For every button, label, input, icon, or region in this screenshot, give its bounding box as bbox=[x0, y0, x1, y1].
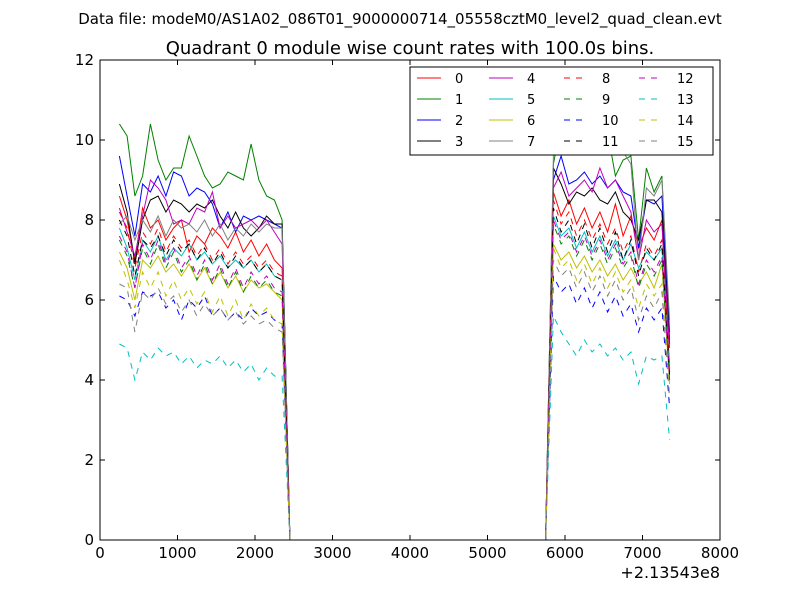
x-offset-label: +2.13543e8 bbox=[620, 563, 720, 582]
y-tick-label: 10 bbox=[75, 131, 94, 149]
y-tick-label: 0 bbox=[84, 531, 94, 549]
legend-label-3: 3 bbox=[455, 135, 463, 150]
x-tick-label: 0 bbox=[95, 544, 105, 562]
legend-label-6: 6 bbox=[527, 114, 535, 129]
legend-label-14: 14 bbox=[677, 114, 694, 129]
legend-label-7: 7 bbox=[527, 135, 535, 150]
x-tick-label: 8000 bbox=[701, 544, 739, 562]
legend-label-0: 0 bbox=[455, 72, 463, 87]
y-tick-label: 6 bbox=[84, 291, 94, 309]
x-tick-label: 6000 bbox=[546, 544, 584, 562]
legend-frame bbox=[409, 66, 714, 156]
chart-title: Quadrant 0 module wise count rates with … bbox=[166, 38, 655, 59]
legend-label-1: 1 bbox=[455, 93, 463, 108]
series-line-9 bbox=[118, 223, 671, 541]
legend-label-15: 15 bbox=[677, 135, 694, 150]
legend-label-10: 10 bbox=[602, 114, 619, 129]
legend-label-12: 12 bbox=[677, 72, 694, 87]
y-tick-label: 2 bbox=[84, 451, 94, 469]
suptitle: Data file: modeM0/AS1A02_086T01_90000007… bbox=[78, 10, 722, 29]
x-tick-label: 5000 bbox=[468, 544, 506, 562]
x-tick-label: 3000 bbox=[313, 544, 351, 562]
y-tick-label: 4 bbox=[84, 371, 94, 389]
legend-label-2: 2 bbox=[455, 114, 463, 129]
legend-label-4: 4 bbox=[527, 72, 535, 87]
legend-label-9: 9 bbox=[602, 93, 610, 108]
x-tick-label: 2000 bbox=[236, 544, 274, 562]
x-tick-label: 1000 bbox=[158, 544, 196, 562]
x-tick-label: 4000 bbox=[391, 544, 429, 562]
legend-label-13: 13 bbox=[677, 93, 694, 108]
legend-label-5: 5 bbox=[527, 93, 535, 108]
y-tick-label: 12 bbox=[75, 51, 94, 69]
y-tick-label: 8 bbox=[84, 211, 94, 229]
legend-label-11: 11 bbox=[602, 135, 619, 150]
axis-ticks: 0 1000 2000 3000 4000 5000 6000 7000 80000246810… bbox=[75, 51, 739, 562]
legend-label-8: 8 bbox=[602, 72, 610, 87]
x-tick-label: 7000 bbox=[623, 544, 661, 562]
series-line-10 bbox=[119, 275, 671, 541]
